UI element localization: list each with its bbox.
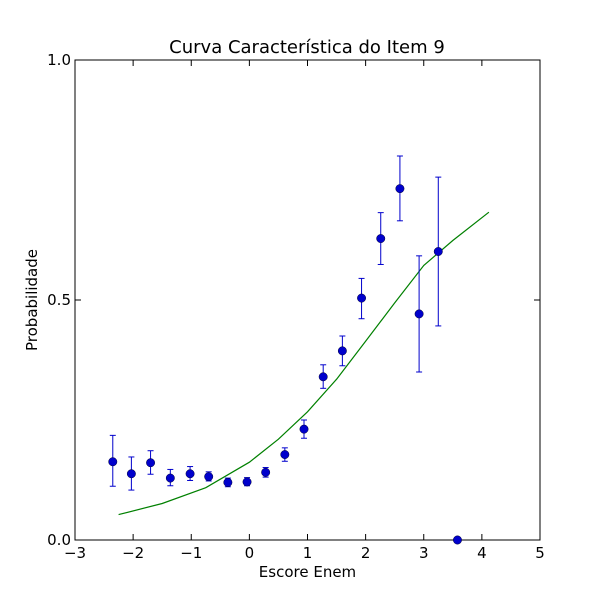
x-tick-label: −2 [122, 544, 144, 562]
data-point [299, 424, 309, 434]
data-point [433, 247, 443, 256]
x-tick-label: 0 [245, 544, 255, 562]
data-points [108, 155, 462, 545]
data-point [453, 535, 462, 545]
data-point-group [261, 467, 271, 478]
data-point [204, 472, 214, 482]
y-axis-label: Probabilidade [23, 249, 41, 351]
data-point [223, 477, 233, 487]
y-tick-label: 0.5 [47, 291, 71, 309]
data-point [318, 372, 328, 382]
data-point [126, 469, 136, 479]
data-point-group [299, 419, 309, 439]
data-point-group [414, 255, 424, 373]
x-tick-label: 2 [361, 544, 371, 562]
plot-frame [74, 59, 541, 541]
data-point-group [376, 212, 386, 265]
data-point [108, 457, 118, 467]
data-point-group [395, 155, 405, 222]
data-point-group [126, 456, 136, 491]
data-point-group [318, 364, 328, 389]
y-axis: 0.0 0.5 1.0 [47, 51, 540, 549]
data-point-group [337, 335, 347, 367]
data-point [146, 458, 156, 468]
data-point-group [204, 471, 214, 482]
data-point-group [108, 434, 118, 487]
y-tick-label: 0.0 [47, 531, 71, 549]
data-point [395, 184, 405, 194]
x-tick-label: −1 [180, 544, 202, 562]
data-point-group [146, 450, 156, 475]
chart-title: Curva Característica do Item 9 [169, 37, 445, 58]
fitted-curve [118, 211, 490, 516]
x-tick-label: −3 [64, 544, 86, 562]
data-point-group [165, 468, 175, 487]
data-point [280, 450, 290, 460]
data-point [242, 477, 252, 487]
data-point [357, 293, 367, 303]
data-point-group [357, 277, 367, 320]
data-point-group [280, 447, 290, 462]
data-point [337, 346, 347, 356]
data-point-group [185, 466, 195, 481]
x-axis: −3 −2 −1 0 1 2 3 4 5 [64, 60, 545, 562]
data-point-group [433, 176, 443, 327]
data-point-group [453, 535, 462, 545]
data-point [376, 234, 386, 244]
data-point [414, 309, 424, 319]
data-point [165, 473, 175, 483]
x-tick-label: 3 [419, 544, 429, 562]
x-tick-label: 1 [303, 544, 313, 562]
data-point-group [223, 477, 233, 488]
data-point [185, 469, 195, 479]
data-point [261, 467, 271, 477]
data-point-group [242, 477, 252, 487]
x-tick-label: 4 [477, 544, 487, 562]
x-axis-label: Escore Enem [259, 563, 356, 581]
x-tick-label: 5 [535, 544, 545, 562]
y-tick-label: 1.0 [47, 51, 71, 69]
